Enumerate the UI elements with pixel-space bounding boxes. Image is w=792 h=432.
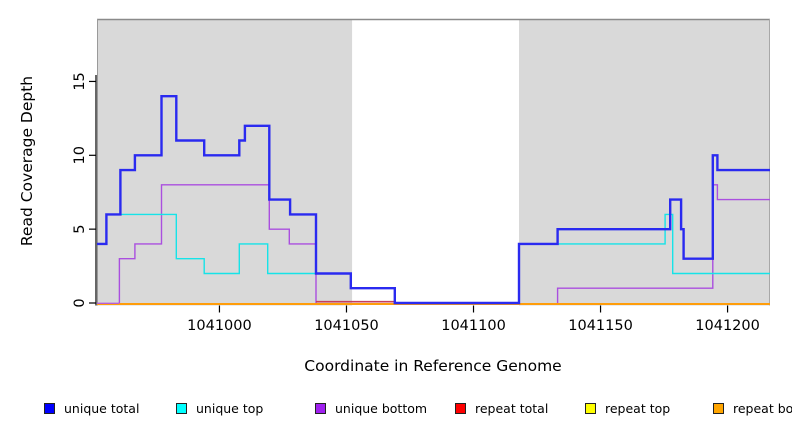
legend-item-repeat-top: repeat top xyxy=(585,399,670,417)
y-tick-label: 10 xyxy=(72,146,88,164)
x-axis-title: Coordinate in Reference Genome xyxy=(304,357,562,375)
x-tick-label: 1041150 xyxy=(568,318,633,334)
unique-bottom-swatch-icon xyxy=(315,402,326,414)
x-tick-label: 1041050 xyxy=(314,318,379,334)
repeat-bottom-swatch-icon xyxy=(713,402,724,414)
legend-label: unique bottom xyxy=(335,400,428,416)
series-unique-total xyxy=(97,95,770,305)
legend-label: unique total xyxy=(64,400,140,416)
x-tick-label: 1041000 xyxy=(187,318,252,334)
unique-top-swatch-icon xyxy=(176,402,187,414)
unique-total-swatch-icon xyxy=(44,402,55,414)
legend-label: repeat top xyxy=(605,400,671,416)
y-tick-label: 5 xyxy=(72,225,88,234)
x-tick-label: 1041200 xyxy=(695,318,760,334)
legend-item-unique-total: unique total xyxy=(44,399,139,417)
x-tick-label: 1041100 xyxy=(441,318,506,334)
legend-item-repeat-total: repeat total xyxy=(455,399,548,417)
y-tick-label: 15 xyxy=(72,72,88,90)
y-axis-title: Read Coverage Depth xyxy=(18,75,36,247)
repeat-top-swatch-icon xyxy=(585,402,596,414)
legend-label: repeat bottom xyxy=(733,400,792,416)
legend: unique total unique top unique bottom re… xyxy=(0,399,792,423)
legend-label: repeat total xyxy=(475,400,549,416)
repeat-total-swatch-icon xyxy=(455,402,466,414)
shaded-region-1 xyxy=(518,19,770,306)
legend-item-unique-bottom: unique bottom xyxy=(315,399,427,417)
legend-item-unique-top: unique top xyxy=(176,399,263,417)
legend-item-repeat-bottom: repeat bottom xyxy=(713,399,792,417)
legend-label: unique top xyxy=(196,400,264,416)
shaded-region-0 xyxy=(97,19,353,306)
y-tick-label: 0 xyxy=(72,298,88,307)
